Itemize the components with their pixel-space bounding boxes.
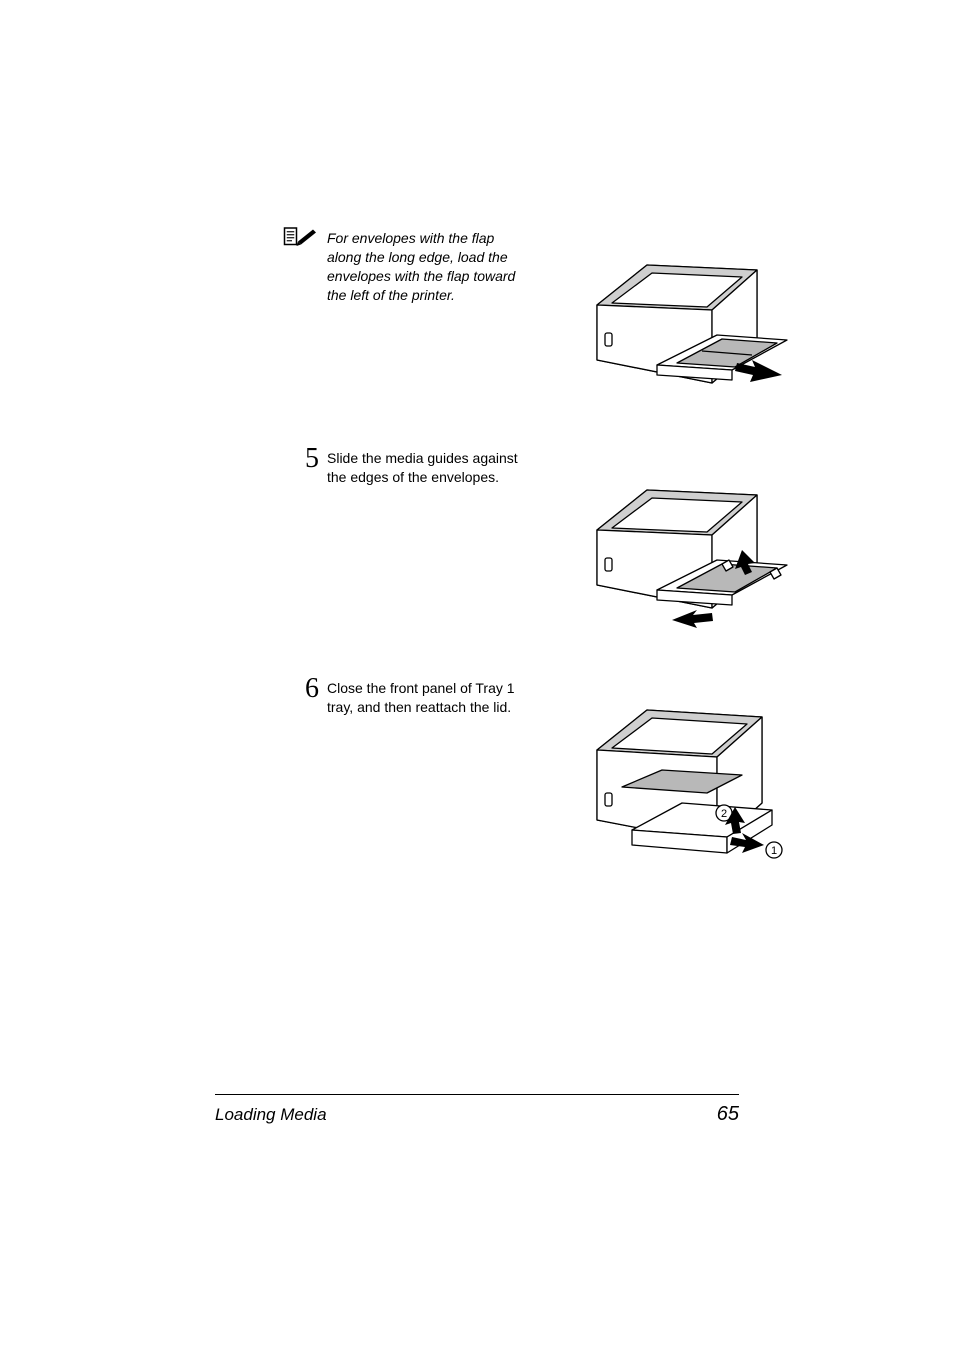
callout-2-label: 2: [721, 808, 727, 820]
note-gutter: [267, 225, 327, 254]
step-number-6: 6: [305, 675, 319, 703]
step-5-block: 5 Slide the media guides against the edg…: [267, 445, 792, 655]
note-block: For envelopes with the flap along the lo…: [267, 225, 792, 425]
note-figure-col: [532, 225, 792, 425]
footer-section-title: Loading Media: [215, 1105, 327, 1125]
printer-figure-envelope-load: [577, 225, 792, 425]
step-5-gutter: 5: [267, 445, 327, 473]
printer-figure-media-guides: [577, 445, 792, 655]
footer-row: Loading Media 65: [215, 1103, 739, 1126]
footer-rule: [215, 1094, 739, 1095]
step-5-figure-col: [532, 445, 792, 655]
content-column: For envelopes with the flap along the lo…: [267, 225, 792, 900]
step-6-block: 6 Close the front panel of Tray 1 tray, …: [267, 675, 792, 900]
step-6-text: Close the front panel of Tray 1 tray, an…: [327, 675, 532, 717]
step-6-gutter: 6: [267, 675, 327, 703]
manual-page: For envelopes with the flap along the lo…: [0, 0, 954, 1351]
note-text: For envelopes with the flap along the lo…: [327, 225, 532, 305]
step-5-text: Slide the media guides against the edges…: [327, 445, 532, 487]
page-footer: Loading Media 65: [215, 1094, 739, 1126]
step-number-5: 5: [305, 445, 319, 473]
note-pencil-icon: [283, 225, 319, 254]
step-6-figure-col: 2 1: [532, 675, 792, 900]
printer-figure-close-panel: 2 1: [577, 675, 792, 900]
footer-page-number: 65: [717, 1103, 739, 1126]
callout-1-label: 1: [771, 845, 777, 857]
